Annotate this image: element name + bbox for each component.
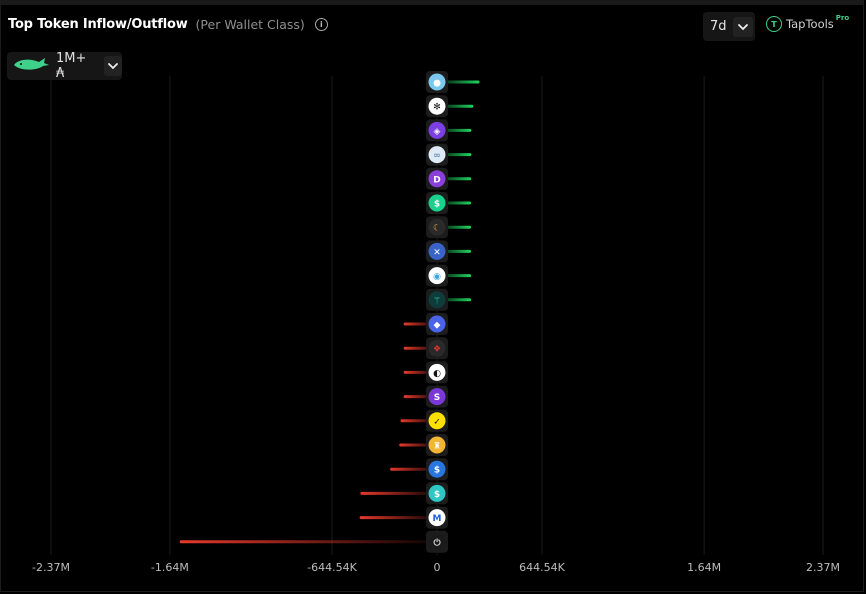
token-icon-glyph: D <box>433 175 440 185</box>
brand-pro-badge: Pro <box>835 14 850 22</box>
info-icon[interactable]: i <box>314 18 328 31</box>
wallet-class-select[interactable]: 1M+ ₳ <box>7 51 122 81</box>
token-icon[interactable] <box>428 460 446 478</box>
taptools-logo-icon: T <box>766 16 782 32</box>
token-icon[interactable] <box>428 121 446 139</box>
period-value: 7d <box>710 19 727 34</box>
token-icon-glyph: ✕ <box>433 248 441 258</box>
token-icon-glyph: ⚚ <box>433 296 441 306</box>
chevron-down-icon <box>732 16 753 37</box>
token-icon-glyph: ◐ <box>433 369 441 379</box>
token-icon[interactable] <box>428 339 446 357</box>
x-tick-label: -644.54K <box>307 561 357 574</box>
token-icon-glyph: ◈ <box>434 127 441 137</box>
token-icon-glyph: ✓ <box>433 417 441 427</box>
x-tick-label: 644.54K <box>519 561 565 574</box>
outflow-bar[interactable] <box>360 491 437 495</box>
period-select[interactable]: 7d <box>703 12 755 41</box>
chart-title: Top Token Inflow/Outflow <box>8 17 188 32</box>
token-icon-glyph: M <box>433 514 442 524</box>
x-tick-label: 2.37M <box>806 561 840 574</box>
token-icon-glyph: ♜ <box>433 442 441 452</box>
token-icon-glyph: $ <box>434 200 440 210</box>
header: Top Token Inflow/Outflow (Per Wallet Cla… <box>8 17 328 32</box>
token-icon-glyph: ✻ <box>433 103 441 113</box>
token-icon[interactable] <box>428 412 446 430</box>
outflow-bar[interactable] <box>359 516 437 520</box>
brand: T TapTools Pro <box>766 14 850 32</box>
chevron-down-icon <box>104 56 122 76</box>
token-icon[interactable] <box>428 436 446 454</box>
token-icon[interactable] <box>428 267 446 285</box>
token-icon-glyph: $ <box>434 466 440 476</box>
token-icon-glyph: $ <box>434 490 440 500</box>
outflow-bar[interactable] <box>390 467 437 471</box>
token-icon[interactable] <box>428 533 446 551</box>
token-icon-glyph: ∞ <box>433 151 441 161</box>
token-icon[interactable] <box>428 388 446 406</box>
whale-icon <box>12 56 50 76</box>
token-icon-glyph: S <box>434 393 440 403</box>
token-icon[interactable] <box>428 242 446 260</box>
token-icon[interactable] <box>428 315 446 333</box>
token-icon-glyph: ⏻ <box>433 537 441 548</box>
token-icon-glyph: ◉ <box>433 272 441 282</box>
token-icon[interactable] <box>428 97 446 115</box>
x-tick-label: -2.37M <box>32 561 70 574</box>
token-icon[interactable] <box>428 218 446 236</box>
token-icon-glyph: ● <box>433 79 441 89</box>
token-icon[interactable] <box>428 484 446 502</box>
wallet-class-value: 1M+ ₳ <box>56 51 87 81</box>
token-icon-glyph: ☾ <box>433 224 441 234</box>
chart-subtitle: (Per Wallet Class) <box>195 17 305 32</box>
token-icon-glyph: ◆ <box>434 321 441 331</box>
token-icon[interactable] <box>428 170 446 188</box>
token-icon-glyph: ❖ <box>433 345 441 355</box>
x-tick-label: -1.64M <box>151 561 189 574</box>
outflow-bar[interactable] <box>179 540 437 544</box>
x-tick-label: 0 <box>434 561 441 574</box>
brand-name: TapTools <box>786 17 834 31</box>
token-icon[interactable] <box>428 194 446 212</box>
token-icon[interactable] <box>428 146 446 164</box>
token-icon[interactable] <box>428 509 446 527</box>
token-icon[interactable] <box>428 363 446 381</box>
x-tick-label: 1.64M <box>687 561 721 574</box>
token-icon[interactable] <box>428 73 446 91</box>
token-icon[interactable] <box>428 291 446 309</box>
